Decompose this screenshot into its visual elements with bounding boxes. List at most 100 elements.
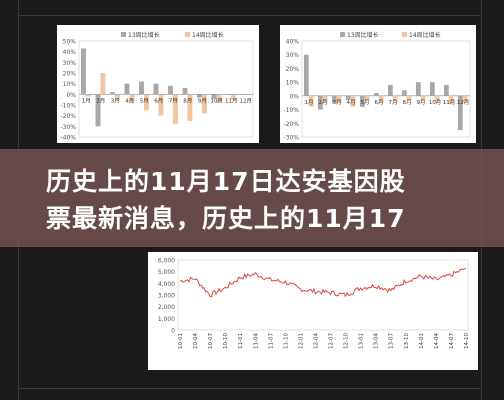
- y-tick-label: -10%: [283, 107, 299, 114]
- legend-label: 13周比增长: [128, 31, 160, 39]
- y-tick-label: 4,000: [158, 281, 175, 288]
- x-tick-label: 2月: [96, 97, 105, 104]
- x-tick-label: 10-04: [193, 333, 199, 349]
- growth-chart-left: 50% 40% 30% 20% 10% 0% -10% -20% -30% -40% 1月 2月 3月 4…: [57, 25, 259, 143]
- y-tick-label: 30%: [286, 52, 300, 59]
- x-tick-label: 10-10: [223, 333, 229, 349]
- x-tick-label: 10-07: [208, 333, 214, 349]
- y-tick-label: -30%: [283, 135, 299, 142]
- bar-series-a: [317, 95, 323, 110]
- y-tick-label: -20%: [60, 113, 76, 120]
- x-tick-label: 9月: [417, 99, 426, 106]
- x-tick-label: 11月: [225, 97, 238, 104]
- x-tick-label: 3月: [333, 99, 342, 106]
- y-tick-label: 40%: [286, 39, 300, 46]
- x-tick-label: 11-01: [238, 333, 244, 349]
- y-tick-label: 0%: [66, 92, 76, 99]
- headline-banner: [0, 149, 504, 247]
- y-tick-label: 3,000: [158, 293, 175, 300]
- x-tick-label: 1月: [82, 97, 91, 104]
- bar-series-b: [172, 94, 178, 125]
- x-tick-label: 12月: [457, 99, 470, 106]
- x-tick-label: 10月: [211, 97, 224, 104]
- y-tick-label: 40%: [63, 49, 77, 56]
- bar-series-b: [216, 94, 222, 103]
- legend-label: 14周比增长: [409, 31, 441, 39]
- y-tick-label: 6,000: [158, 258, 175, 265]
- bar-series-b: [462, 95, 468, 103]
- plot-area: [78, 40, 254, 138]
- x-tick-label: 12-01: [298, 333, 304, 349]
- x-tick-label: 8月: [403, 99, 412, 106]
- bar-series-b: [143, 94, 149, 111]
- y-tick-label: 1,000: [158, 316, 175, 323]
- bar-series-a: [124, 83, 130, 95]
- bar-series-a: [387, 84, 393, 96]
- legend-swatch: [185, 32, 190, 37]
- bar-series-a: [211, 94, 217, 99]
- growth-chart-right: 40% 30% 20% 10% 0% -10% -20% -30% 1月 2月 3月 4月 5月 6月 7月…: [280, 25, 476, 143]
- plot-area: [301, 40, 471, 138]
- bar-series-a: [197, 94, 202, 98]
- x-tick-label: 11-04: [253, 333, 259, 349]
- bar-series-a: [153, 83, 159, 95]
- x-tick-label: 2月: [319, 99, 328, 106]
- bar-series-a: [373, 93, 379, 96]
- bar-series-b: [434, 95, 440, 103]
- x-tick-label: 13-01: [359, 333, 365, 349]
- x-tick-label: 14-04: [434, 333, 440, 349]
- bar-series-b: [129, 94, 135, 103]
- bar-series-a: [303, 54, 309, 96]
- x-tick-label: 11-07: [268, 333, 274, 349]
- article-headline[interactable]: 历史上的11月17日达安基因股 票最新消息，历史上的11月17: [46, 163, 504, 237]
- x-tick-label: 6月: [375, 99, 384, 106]
- x-tick-label: 14-07: [449, 333, 455, 349]
- x-tick-label: 9月: [198, 97, 207, 104]
- x-tick-label: 11月: [443, 99, 456, 106]
- bar-series-b: [406, 95, 412, 100]
- x-tick-label: 5月: [140, 97, 149, 104]
- bar-series-b: [201, 94, 207, 114]
- bar-series-b: [187, 94, 193, 121]
- x-tick-label: 13-10: [404, 333, 410, 349]
- x-tick-label: 10-01: [178, 333, 184, 349]
- x-tick-label: 13-07: [389, 333, 395, 349]
- bar-series-a: [401, 90, 407, 96]
- bar-series-b: [350, 95, 356, 107]
- bar-series-a: [457, 95, 463, 131]
- bar-series-b: [392, 95, 398, 102]
- top-rule: [18, 15, 480, 16]
- bar-series-b: [100, 73, 106, 95]
- legend-label: 14周比增长: [192, 31, 224, 39]
- y-tick-label: 20%: [286, 66, 300, 73]
- x-tick-label: 1月: [305, 99, 314, 106]
- bar-series-b: [230, 94, 236, 100]
- y-tick-label: 50%: [63, 39, 77, 46]
- bar-series-a: [110, 92, 115, 95]
- bar-series-a: [429, 82, 435, 96]
- bar-series-b: [336, 95, 342, 103]
- bar-series-a: [345, 95, 351, 100]
- plot-area: [177, 259, 469, 331]
- growth-chart-right-svg: 40% 30% 20% 10% 0% -10% -20% -30% 1月 2月 3月 4月 5月 6月 7月…: [283, 31, 471, 142]
- x-tick-label: 11-10: [283, 333, 289, 349]
- growth-chart-left-svg: 50% 40% 30% 20% 10% 0% -10% -20% -30% -40% 1月 2月 3月 4…: [60, 31, 254, 142]
- legend-swatch: [121, 32, 126, 37]
- x-tick-label: 8月: [183, 97, 192, 104]
- x-tick-label: 12-07: [329, 333, 335, 349]
- bar-series-a: [415, 82, 421, 96]
- headline-line-1: 历史上的11月17日达安基因股: [46, 167, 406, 196]
- legend-swatch: [402, 32, 407, 37]
- y-tick-label: 30%: [63, 60, 77, 67]
- bar-series-b: [448, 95, 454, 105]
- x-tick-label: 4月: [125, 97, 134, 104]
- y-tick-label: -20%: [283, 121, 299, 128]
- bottom-rule: [18, 388, 480, 389]
- x-tick-label: 12-10: [344, 333, 350, 349]
- x-tick-label: 13-04: [374, 333, 380, 349]
- y-tick-label: -10%: [60, 103, 76, 110]
- bar-series-b: [158, 94, 164, 116]
- bar-series-b: [114, 94, 120, 100]
- x-tick-label: 14-01: [419, 333, 425, 349]
- legend-label: 13周比增长: [347, 31, 379, 39]
